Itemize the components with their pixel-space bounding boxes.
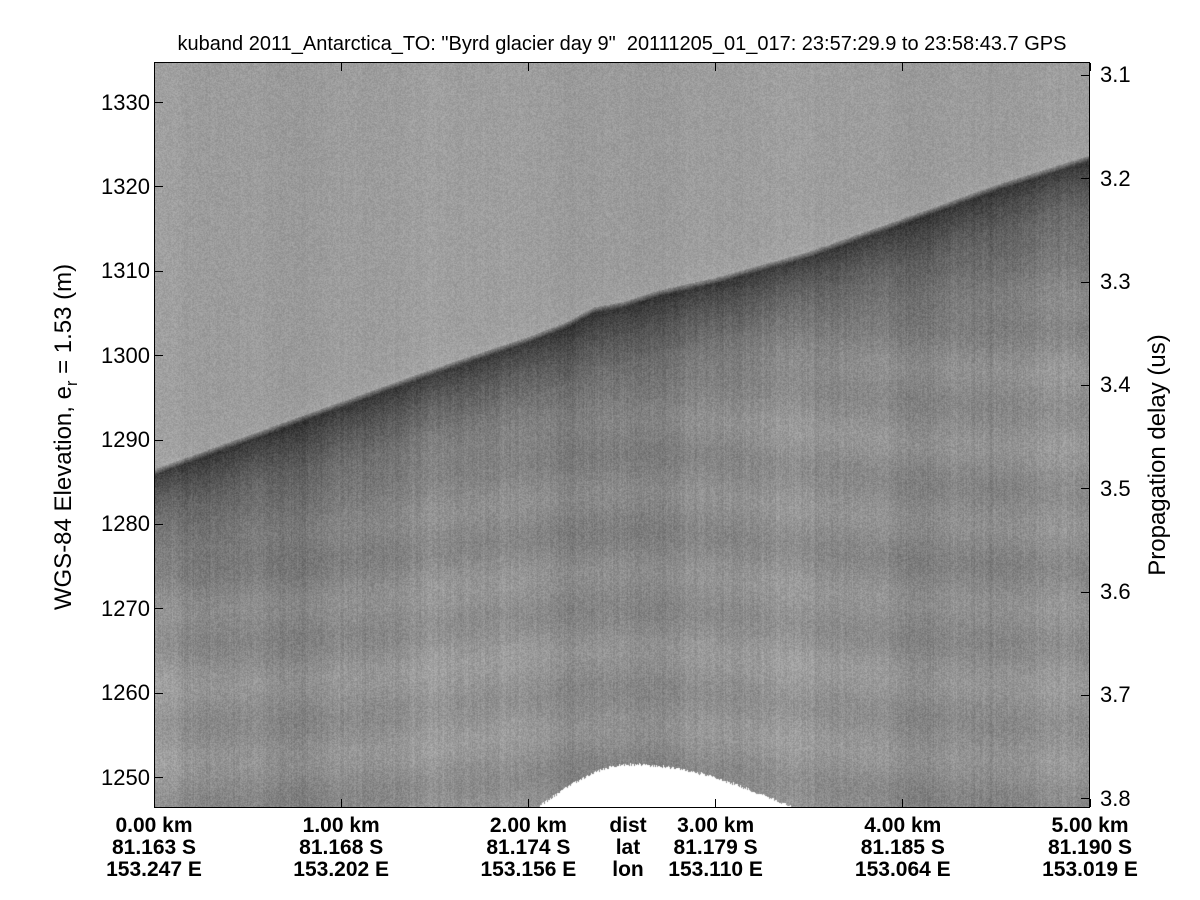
tick-mark (155, 692, 163, 694)
geo-column: 0.00 km 81.163 S 153.247 E (106, 815, 202, 881)
axis-row-headers: dist lat lon (609, 815, 646, 881)
lon-row-header: lon (612, 858, 644, 881)
dist-row-header: dist (609, 814, 647, 837)
tick-mark (1089, 799, 1091, 807)
geo-lat-label: 81.185 S (860, 836, 945, 859)
tick-mark (155, 355, 163, 357)
tick-mark (1089, 63, 1091, 71)
delay-tick-label: 3.8 (1100, 785, 1131, 811)
tick-mark (155, 608, 163, 610)
geo-lon-label: 153.247 E (106, 858, 202, 881)
radargram-canvas (155, 63, 1089, 807)
y-axis-label-left-sub: r (62, 380, 81, 387)
tick-mark (1081, 488, 1089, 490)
tick-mark (155, 523, 163, 525)
geo-lat-label: 81.190 S (1047, 836, 1133, 859)
y-axis-label-right: Propagation delay (us) (1144, 334, 1171, 576)
tick-mark (1081, 384, 1089, 386)
lat-row-header: lat (615, 836, 641, 859)
y-axis-label-left-post: = 1.53 (m) (50, 263, 78, 381)
geo-dist-label: 0.00 km (115, 814, 193, 837)
tick-mark (527, 799, 529, 807)
geo-lon-label: 153.202 E (293, 858, 390, 881)
geo-lon-label: 153.019 E (1042, 858, 1138, 881)
tick-mark (715, 63, 717, 71)
geo-lon-label: 153.064 E (854, 858, 951, 881)
elevation-tick-label: 1300 (101, 342, 150, 368)
geo-column: 4.00 km 81.185 S 153.064 E (855, 815, 951, 881)
plot-border (154, 62, 1090, 808)
tick-mark (153, 799, 155, 807)
delay-tick-label: 3.7 (1100, 682, 1131, 708)
tick-mark (1081, 281, 1089, 283)
geo-dist-label: 3.00 km (677, 814, 755, 837)
tick-mark (1081, 591, 1089, 593)
tick-mark (155, 439, 163, 441)
tick-mark (902, 63, 904, 71)
geo-column: 5.00 km 81.190 S 153.019 E (1042, 815, 1138, 881)
delay-tick-label: 3.5 (1100, 475, 1131, 501)
geo-column: 1.00 km 81.168 S 153.202 E (293, 815, 389, 881)
elevation-tick-label: 1260 (101, 680, 150, 706)
geo-dist-label: 2.00 km (489, 814, 567, 837)
geo-lat-label: 81.179 S (673, 836, 758, 859)
tick-mark (1081, 798, 1089, 800)
geo-lat-label: 81.163 S (111, 836, 197, 859)
tick-mark (1081, 694, 1089, 696)
tick-mark (1081, 74, 1089, 76)
tick-mark (527, 63, 529, 71)
geo-column: 3.00 km 81.179 S 153.110 E (668, 815, 763, 881)
geo-dist-label: 5.00 km (1051, 814, 1129, 837)
tick-mark (153, 63, 155, 71)
tick-mark (155, 186, 163, 188)
elevation-tick-label: 1320 (101, 173, 150, 199)
geo-lat-label: 81.174 S (486, 836, 571, 859)
elevation-tick-label: 1270 (101, 595, 150, 621)
delay-tick-label: 3.6 (1100, 579, 1131, 605)
tick-mark (340, 799, 342, 807)
tick-mark (902, 799, 904, 807)
geo-lon-label: 153.110 E (668, 858, 763, 881)
delay-tick-label: 3.2 (1100, 165, 1131, 191)
geo-lon-label: 153.156 E (480, 858, 577, 881)
delay-tick-label: 3.3 (1100, 269, 1131, 295)
tick-mark (715, 799, 717, 807)
tick-mark (155, 777, 163, 779)
tick-mark (1081, 178, 1089, 180)
elevation-tick-label: 1330 (101, 89, 150, 115)
geo-lat-label: 81.168 S (299, 836, 384, 859)
y-axis-label-left: WGS-84 Elevation, er = 1.53 (m) (50, 264, 82, 610)
tick-mark (155, 270, 163, 272)
geo-dist-label: 4.00 km (864, 814, 942, 837)
chart-title: kuband 2011_Antarctica_TO: "Byrd glacier… (177, 33, 1067, 55)
geo-dist-label: 1.00 km (302, 814, 380, 837)
y-axis-label-left-pre: WGS-84 Elevation, e (50, 386, 78, 611)
delay-tick-label: 3.4 (1100, 372, 1131, 398)
delay-tick-label: 3.1 (1100, 62, 1131, 88)
geo-column: 2.00 km 81.174 S 153.156 E (481, 815, 577, 881)
elevation-tick-label: 1280 (101, 511, 150, 537)
tick-mark (155, 102, 163, 103)
elevation-tick-label: 1310 (101, 258, 150, 284)
elevation-tick-label: 1250 (101, 764, 150, 790)
tick-mark (340, 63, 342, 71)
elevation-tick-label: 1290 (101, 427, 150, 453)
